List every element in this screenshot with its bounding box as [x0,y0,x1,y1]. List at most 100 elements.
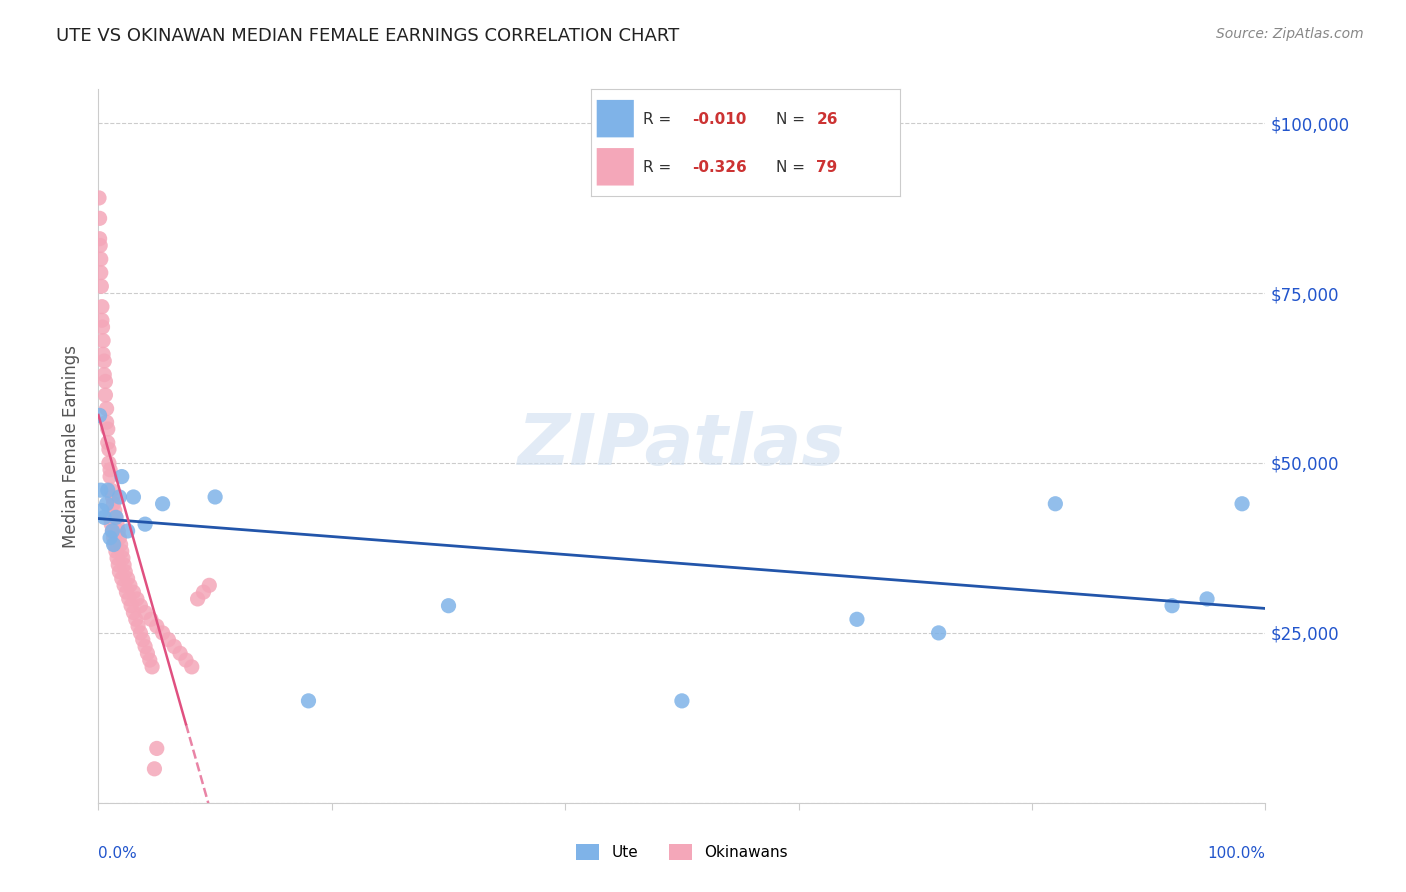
Point [93,368,115,382]
Point [1230,497,1253,511]
Text: -0.326: -0.326 [693,160,748,175]
Point [163,640,186,654]
Point [97,435,120,450]
Point [132,632,155,647]
Point [104,503,127,517]
Point [108,490,131,504]
Point [103,497,125,511]
Text: R =: R = [643,112,676,127]
Point [91,347,114,361]
Point [98,463,121,477]
Point [122,606,145,620]
Point [111,551,134,566]
Point [118,578,141,592]
Point [107,558,129,572]
Point [111,544,134,558]
Text: UTE VS OKINAWAN MEDIAN FEMALE EARNINGS CORRELATION CHART: UTE VS OKINAWAN MEDIAN FEMALE EARNINGS C… [56,27,679,45]
Point [134,640,156,654]
Point [100,483,122,498]
Point [139,612,162,626]
Point [97,442,120,457]
Point [98,531,121,545]
Point [104,510,127,524]
Point [204,490,226,504]
Point [136,646,159,660]
Legend: Ute, Okinawans: Ute, Okinawans [571,838,793,866]
Point [141,660,163,674]
Point [187,591,209,606]
Text: N =: N = [776,112,810,127]
Point [90,252,112,266]
Point [139,653,162,667]
Point [94,375,117,389]
Point [98,510,121,524]
Point [90,266,112,280]
Point [125,612,148,626]
Point [110,537,132,551]
Point [115,585,138,599]
Point [103,531,125,545]
Point [118,591,141,606]
Point [90,279,112,293]
Point [91,334,114,348]
Point [198,578,221,592]
Text: 100.0%: 100.0% [1208,846,1265,861]
Point [96,401,118,416]
Point [117,524,139,538]
Text: 26: 26 [817,112,838,127]
Point [97,422,120,436]
Text: -0.010: -0.010 [693,112,747,127]
Point [101,524,124,538]
Point [101,524,124,538]
Point [111,469,134,483]
Point [107,524,129,538]
Point [174,653,197,667]
Point [127,619,149,633]
Point [671,694,693,708]
Text: ZIPatlas: ZIPatlas [519,411,845,481]
Text: 0.0%: 0.0% [98,846,138,861]
Point [93,510,115,524]
Point [437,599,460,613]
Point [89,238,111,252]
Point [108,565,131,579]
Point [90,300,112,314]
Y-axis label: Median Female Earnings: Median Female Earnings [62,344,80,548]
Point [134,517,156,532]
Point [114,565,136,579]
Point [108,531,131,545]
Point [125,591,148,606]
Point [146,619,169,633]
Point [117,572,139,586]
Point [152,626,174,640]
Point [928,626,950,640]
Point [193,585,215,599]
Point [143,762,166,776]
Text: Source: ZipAtlas.com: Source: ZipAtlas.com [1216,27,1364,41]
Point [146,741,169,756]
Point [105,517,128,532]
Point [120,599,142,613]
Point [104,544,127,558]
Point [157,632,180,647]
Point [129,626,152,640]
Point [297,694,319,708]
Point [100,517,122,532]
Point [98,469,121,483]
Point [96,497,118,511]
Point [1045,497,1067,511]
Point [91,320,114,334]
Point [180,660,202,674]
Point [93,354,115,368]
Point [87,191,110,205]
FancyBboxPatch shape [596,100,634,137]
Point [104,510,127,524]
Point [96,415,118,429]
Point [169,646,191,660]
Point [129,599,152,613]
Text: R =: R = [643,160,676,175]
Point [112,578,135,592]
Point [1195,591,1218,606]
Point [134,606,156,620]
Point [90,483,112,498]
